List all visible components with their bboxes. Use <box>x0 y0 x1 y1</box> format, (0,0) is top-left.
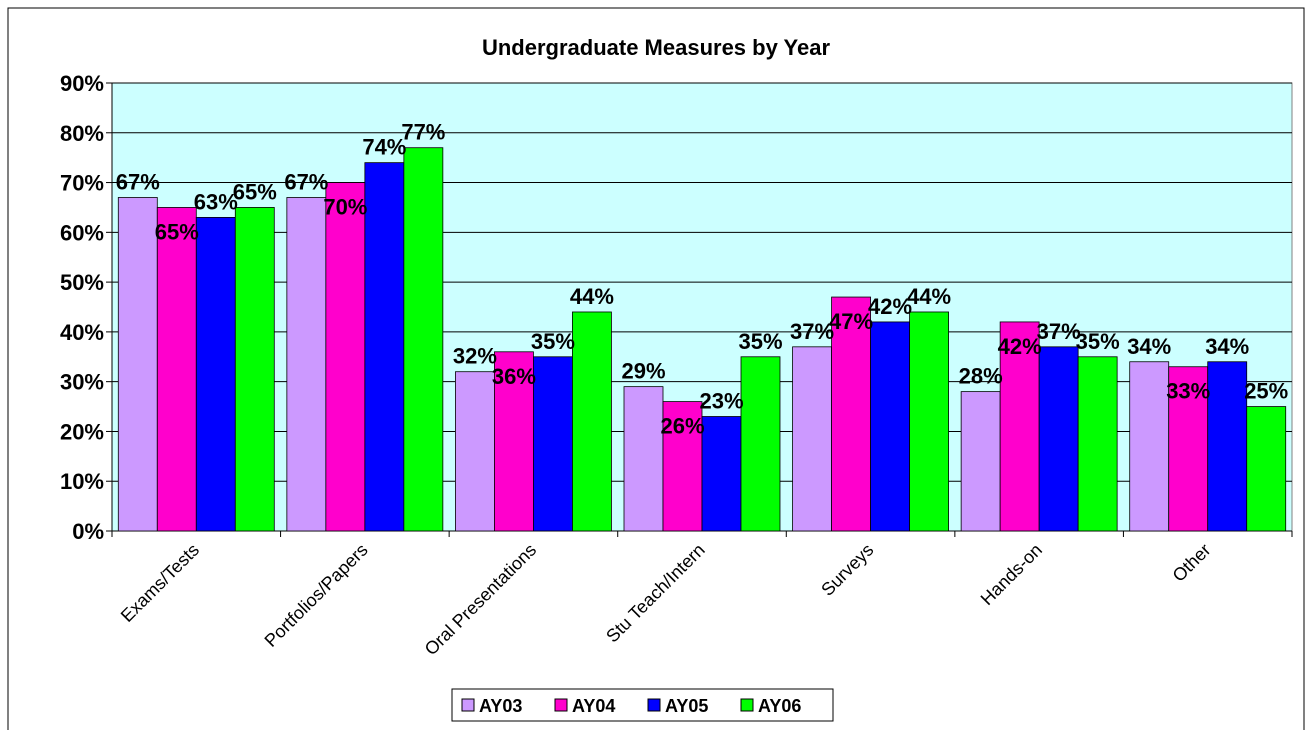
data-label: 42% <box>868 294 912 319</box>
bar <box>455 371 495 532</box>
bar <box>792 346 832 532</box>
y-tick-label: 70% <box>60 171 104 196</box>
data-label: 34% <box>1127 334 1171 359</box>
data-label: 37% <box>1037 319 1081 344</box>
data-label: 28% <box>959 364 1003 389</box>
bar <box>740 356 781 532</box>
legend-label: AY03 <box>479 696 522 716</box>
y-tick-label: 0% <box>72 519 104 544</box>
data-label: 36% <box>492 364 536 389</box>
data-label: 67% <box>284 169 328 194</box>
data-label: 35% <box>1076 329 1120 354</box>
bar <box>870 321 910 532</box>
y-tick-label: 40% <box>60 320 104 345</box>
data-label: 47% <box>829 309 873 334</box>
bar <box>701 416 742 532</box>
bar <box>364 162 405 532</box>
y-tick-label: 10% <box>60 469 104 494</box>
y-tick-label: 30% <box>60 370 104 395</box>
data-label: 25% <box>1244 379 1288 404</box>
y-tick-label: 50% <box>60 270 104 295</box>
bar <box>572 311 612 532</box>
data-label: 37% <box>790 319 834 344</box>
bar <box>494 351 534 532</box>
bar <box>1038 346 1079 532</box>
bar <box>623 386 664 532</box>
bar <box>1129 361 1170 532</box>
data-label: 32% <box>453 344 497 369</box>
bar <box>909 311 949 532</box>
bar <box>156 207 197 532</box>
data-label: 23% <box>699 389 743 414</box>
bar <box>831 296 871 532</box>
data-label: 63% <box>194 189 238 214</box>
chart-title: Undergraduate Measures by Year <box>482 35 831 60</box>
bar <box>117 197 158 532</box>
bar <box>195 216 236 532</box>
bar <box>403 147 444 532</box>
legend-swatch <box>740 698 754 712</box>
data-label: 35% <box>531 329 575 354</box>
bar <box>1077 356 1118 532</box>
data-label: 77% <box>401 120 445 145</box>
bar <box>1168 366 1209 532</box>
bar <box>286 197 327 532</box>
data-label: 67% <box>116 169 160 194</box>
legend-label: AY05 <box>665 696 708 716</box>
data-label: 33% <box>1166 379 1210 404</box>
y-tick-label: 20% <box>60 419 104 444</box>
bar <box>960 391 1001 532</box>
y-tick-label: 60% <box>60 220 104 245</box>
y-tick-label: 90% <box>60 71 104 96</box>
bar <box>234 207 275 532</box>
data-label: 65% <box>233 179 277 204</box>
data-label: 74% <box>362 135 406 160</box>
data-label: 42% <box>998 334 1042 359</box>
bar <box>1246 406 1287 532</box>
bar <box>533 356 573 532</box>
data-label: 34% <box>1205 334 1249 359</box>
legend-swatch <box>461 698 475 712</box>
y-tick-label: 80% <box>60 121 104 146</box>
legend-swatch <box>554 698 568 712</box>
legend-swatch <box>647 698 661 712</box>
legend-label: AY06 <box>758 696 801 716</box>
legend-label: AY04 <box>572 696 615 716</box>
bar <box>325 182 366 532</box>
data-label: 65% <box>155 219 199 244</box>
data-label: 29% <box>621 359 665 384</box>
data-label: 35% <box>738 329 782 354</box>
data-label: 44% <box>907 284 951 309</box>
legend-box <box>451 688 834 722</box>
bar <box>662 401 703 532</box>
data-label: 70% <box>323 195 367 220</box>
bar <box>1207 361 1248 532</box>
data-label: 44% <box>570 284 614 309</box>
data-label: 26% <box>660 414 704 439</box>
bar <box>999 321 1040 532</box>
